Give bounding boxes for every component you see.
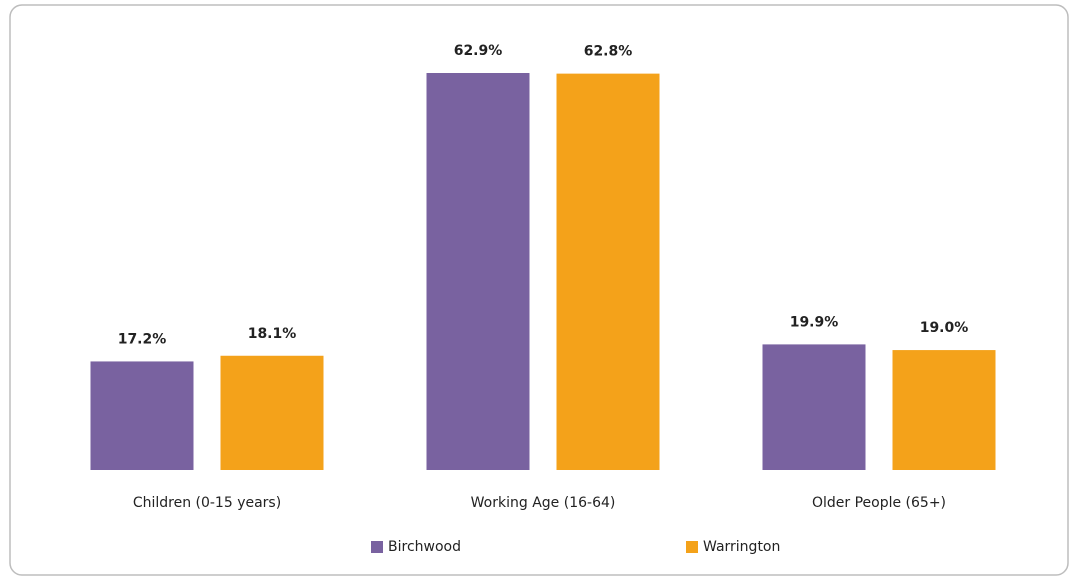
bar: [556, 73, 660, 470]
chart-frame: [9, 4, 1069, 576]
bar: [762, 344, 866, 470]
x-tick-label: Older People (65+): [812, 495, 946, 511]
value-label: 18.1%: [248, 326, 297, 342]
x-tick-label: Children (0-15 years): [133, 495, 281, 511]
value-label: 19.0%: [920, 320, 969, 336]
legend-swatch: [686, 541, 698, 553]
legend-label: Warrington: [703, 539, 780, 555]
x-tick-label: Working Age (16-64): [471, 495, 616, 511]
value-label: 62.9%: [454, 43, 503, 59]
bar: [426, 73, 530, 470]
value-label: 19.9%: [790, 314, 839, 330]
bar: [90, 361, 194, 470]
bar: [892, 350, 996, 470]
value-label: 17.2%: [118, 331, 167, 347]
legend-label: Birchwood: [388, 539, 461, 555]
legend-swatch: [371, 541, 383, 553]
value-label: 62.8%: [584, 44, 633, 60]
bar: [220, 355, 324, 470]
